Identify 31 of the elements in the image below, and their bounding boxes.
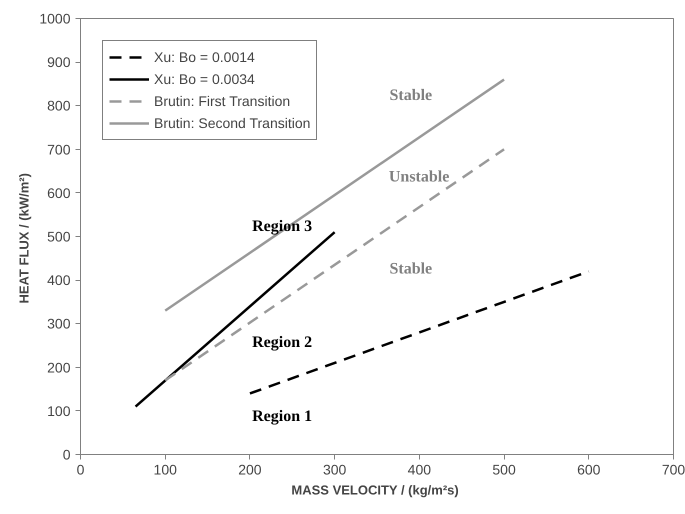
y-tick-label: 300 [47,316,71,332]
x-tick-label: 0 [76,462,85,478]
y-tick-label: 500 [47,228,71,244]
y-tick-label: 700 [47,141,71,158]
x-tick-label: 200 [238,462,262,478]
legend-label: Brutin: Second Transition [154,115,310,131]
x-tick-label: 100 [154,462,178,478]
annotation: Region 3 [252,218,312,235]
x-tick-label: 700 [662,462,685,478]
annotation: Stable [389,260,432,278]
legend-label: Xu: Bo = 0.0014 [154,49,255,65]
y-tick-label: 800 [47,98,71,114]
x-tick-label: 500 [492,462,516,478]
x-tick-label: 600 [577,462,601,478]
y-tick-label: 1000 [39,10,71,26]
legend-label: Brutin: First Transition [154,93,290,109]
x-axis-title: MASS VELOCITY / (kg/m²s) [291,482,459,498]
x-tick-label: 300 [322,462,347,478]
y-tick-label: 900 [47,54,71,70]
annotation: Stable [389,87,432,104]
y-axis-title: HEAT FLUX / (kW/m²) [16,173,32,304]
x-tick-label: 400 [408,462,432,478]
y-tick-label: 600 [47,184,71,201]
y-tick-label: 0 [62,446,71,462]
annotation: Region 1 [252,408,312,426]
y-tick-label: 200 [47,359,71,376]
y-tick-label: 400 [47,272,71,288]
legend-label: Xu: Bo = 0.0034 [154,71,255,87]
annotation: Unstable [388,168,450,186]
y-tick-label: 100 [47,402,71,419]
annotation: Region 2 [252,334,312,351]
